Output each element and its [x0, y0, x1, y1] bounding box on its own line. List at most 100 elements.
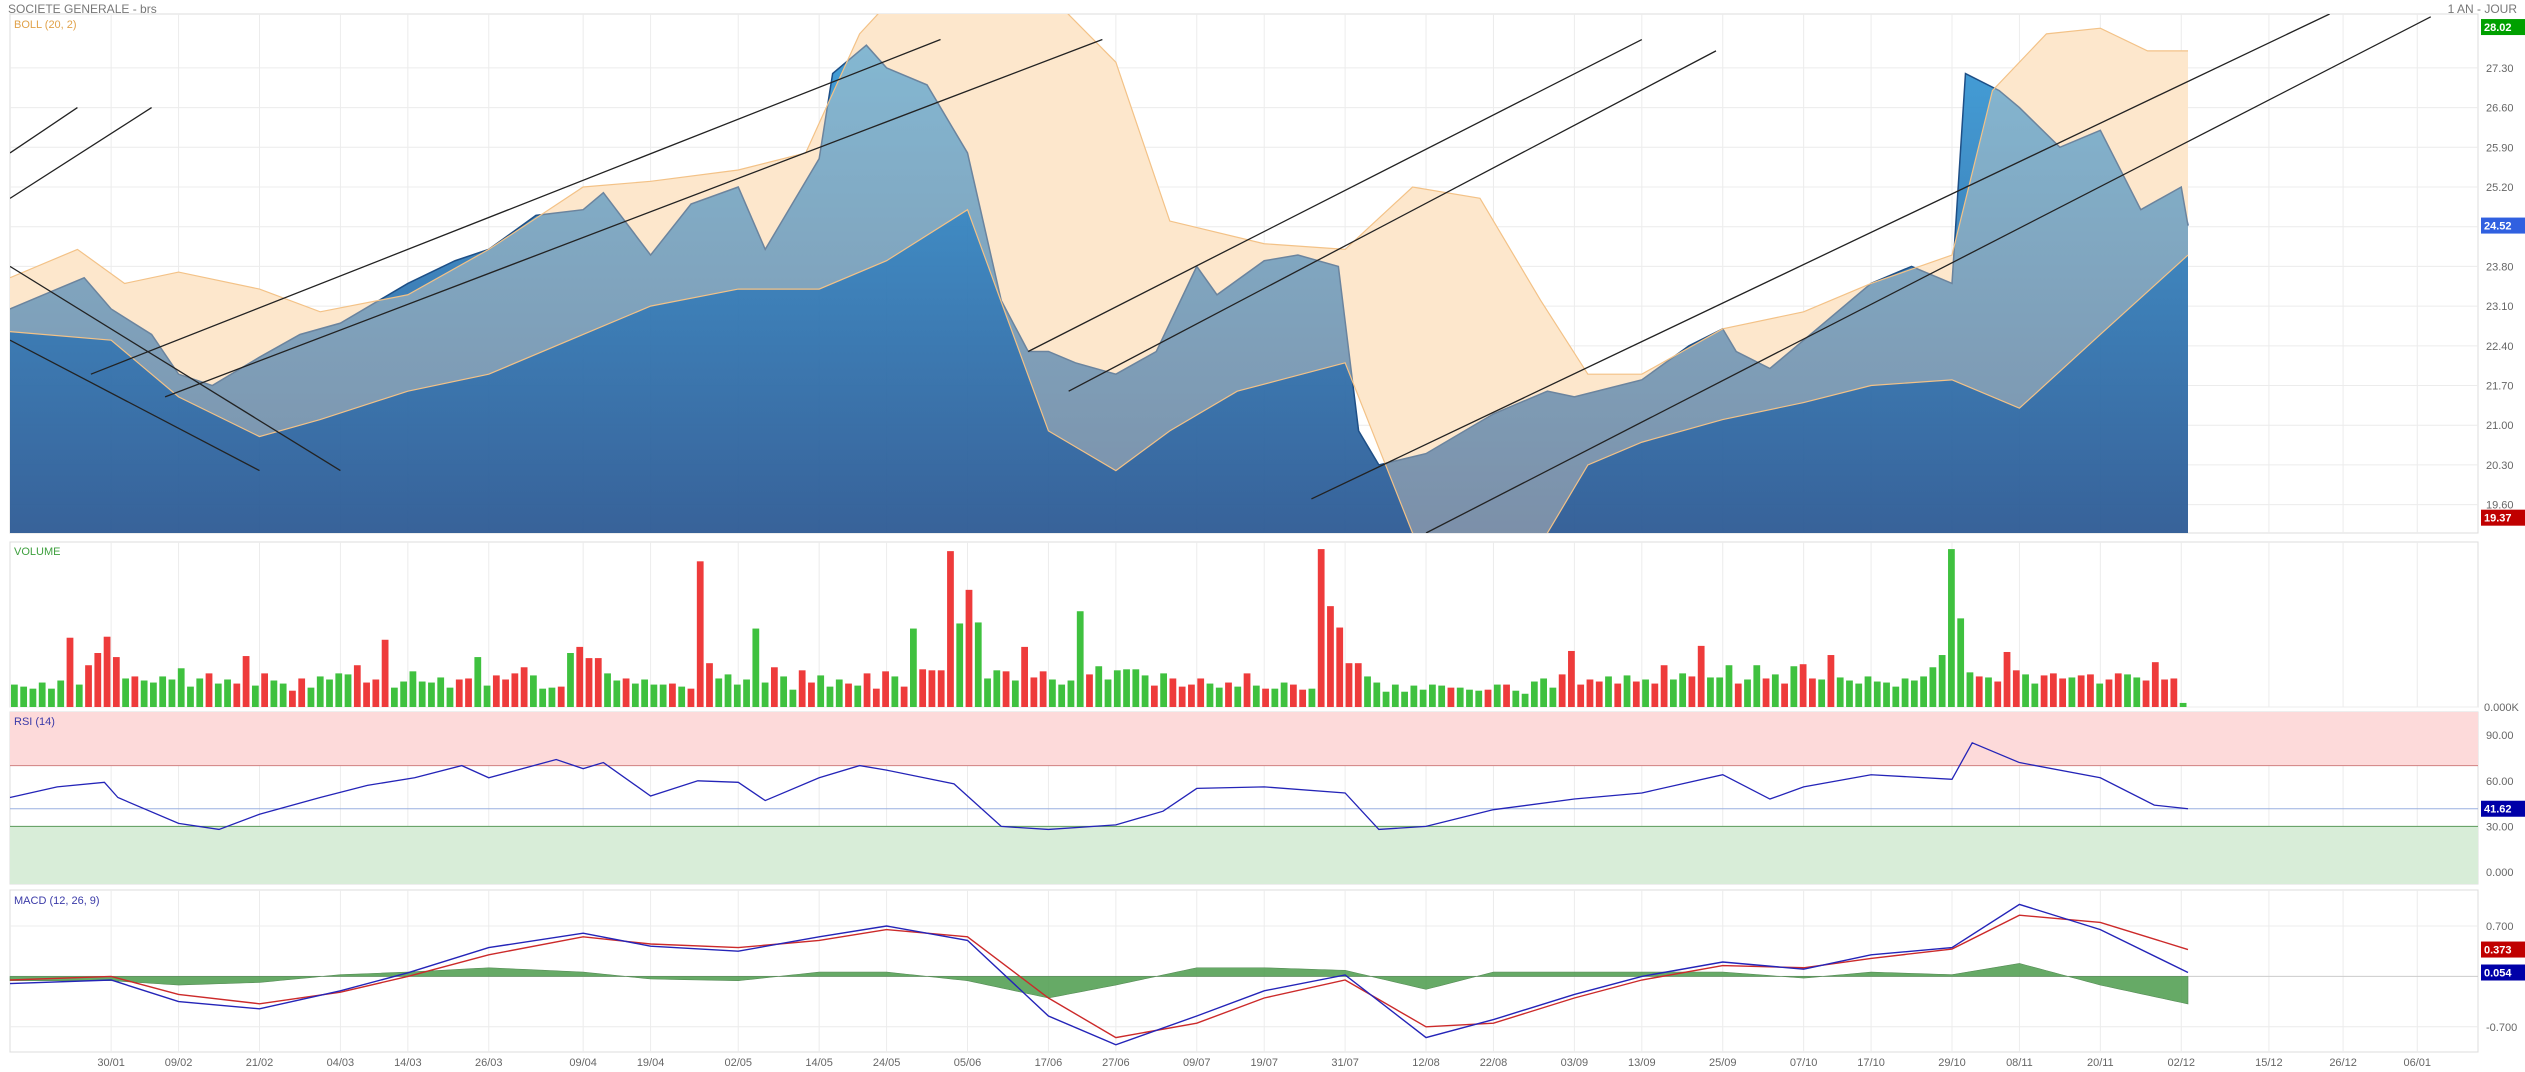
- volume-bar: [316, 676, 324, 707]
- volume-bar: [1280, 682, 1288, 707]
- x-tick-label: 12/08: [1412, 1057, 1440, 1069]
- volume-bar: [150, 682, 157, 707]
- volume-bar: [390, 687, 398, 707]
- x-tick-label: 03/09: [1561, 1057, 1589, 1069]
- volume-bar: [1549, 687, 1557, 707]
- x-tick-label: 20/11: [2087, 1057, 2114, 1069]
- volume-bar: [251, 685, 259, 707]
- volume-bar: [1948, 549, 1955, 707]
- volume-bar: [1558, 674, 1566, 707]
- price-tick-label: 25.20: [2486, 182, 2514, 194]
- bollinger-lower-line: [10, 208, 2189, 533]
- trend-line: [164, 38, 1103, 398]
- volume-bar: [187, 686, 194, 707]
- volume-bar: [548, 687, 556, 707]
- volume-bar: [335, 673, 343, 707]
- volume-bar: [418, 681, 426, 707]
- volume-bar: [94, 653, 102, 707]
- volume-bar: [502, 679, 509, 707]
- x-tick-label: 15/12: [2255, 1057, 2283, 1069]
- volume-bar: [1039, 671, 1047, 707]
- volume-bar: [85, 665, 92, 707]
- panel-frame-m: [9, 889, 2479, 1053]
- rsi-tick-label: 30.00: [2486, 821, 2514, 833]
- volume-bar: [854, 685, 862, 707]
- price-tick-label: 19.60: [2486, 500, 2514, 512]
- volume-bar: [1697, 645, 1705, 707]
- volume-bar: [872, 688, 880, 707]
- volume-bar: [1707, 677, 1714, 707]
- volume-bar: [2096, 683, 2104, 707]
- volume-bar: [2040, 675, 2048, 707]
- volume-bar: [122, 678, 129, 707]
- price-tick-label: 26.60: [2486, 103, 2514, 115]
- volume-bar: [2151, 662, 2159, 707]
- x-tick-label: 14/03: [394, 1057, 422, 1069]
- volume-bar: [1669, 679, 1677, 707]
- volume-bar: [1642, 679, 1649, 707]
- volume-bar: [1530, 681, 1538, 707]
- volume-bar: [919, 669, 927, 707]
- volume-bar: [1215, 687, 1223, 707]
- volume-bar: [1317, 549, 1325, 707]
- volume-bar: [585, 658, 593, 707]
- volume-bar: [1141, 675, 1149, 707]
- x-tick-label: 14/05: [805, 1057, 833, 1069]
- volume-bar: [2003, 651, 2011, 707]
- volume-bar: [1002, 671, 1010, 707]
- volume-bar: [780, 676, 788, 707]
- trend-line: [1311, 14, 2330, 500]
- price-high-badge-bg: [2481, 19, 2525, 36]
- volume-bar: [224, 679, 231, 707]
- volume-bar: [1169, 678, 1177, 707]
- volume-bar: [965, 589, 973, 707]
- volume-bar: [1957, 618, 1965, 707]
- macd-line: [9, 903, 2189, 1046]
- trend-line: [10, 107, 78, 154]
- volume-bar: [520, 667, 528, 707]
- volume-bar: [1836, 677, 1844, 707]
- volume-bar: [1892, 686, 1900, 707]
- volume-bar: [1206, 683, 1214, 707]
- x-tick-label: 08/11: [2006, 1057, 2033, 1069]
- volume-bar: [947, 551, 954, 707]
- rsi-tick-label: 90.00: [2486, 730, 2514, 742]
- bollinger-upper-line: [10, 14, 2188, 375]
- volume-bar: [140, 680, 148, 707]
- volume-bar: [381, 639, 389, 707]
- volume-bar: [1688, 676, 1696, 707]
- volume-bar: [733, 684, 741, 707]
- volume-bar: [483, 685, 491, 707]
- volume-bar: [1762, 678, 1770, 707]
- volume-bar: [372, 679, 380, 707]
- volume-bar: [882, 671, 889, 707]
- x-tick-label: 24/05: [873, 1057, 901, 1069]
- volume-bar: [1410, 685, 1418, 707]
- volume-bar: [511, 673, 519, 707]
- volume-bar: [1391, 684, 1399, 707]
- volume-bar: [696, 561, 704, 707]
- volume-bar: [650, 684, 658, 707]
- volume-bar: [900, 686, 908, 707]
- volume-bar: [1104, 679, 1112, 707]
- rsi-tick-label: 60.00: [2486, 776, 2514, 788]
- price-tick-label: 20.30: [2486, 460, 2514, 472]
- volume-bar: [446, 687, 454, 707]
- volume-bar: [1475, 690, 1483, 707]
- volume-bar: [168, 679, 176, 707]
- trend-line: [90, 38, 941, 375]
- volume-bar: [1725, 665, 1733, 707]
- volume-bar: [1262, 688, 1269, 707]
- macd-tick-label: 0.700: [2486, 921, 2514, 933]
- volume-bar: [1595, 681, 1603, 707]
- volume-bar: [2012, 670, 2020, 707]
- volume-tick-label: 0.000K: [2484, 702, 2520, 714]
- x-tick-label: 27/06: [1102, 1057, 1130, 1069]
- volume-bar: [2105, 679, 2113, 707]
- x-tick-label: 02/05: [724, 1057, 752, 1069]
- volume-bar: [1271, 688, 1279, 707]
- volume-bar: [326, 679, 333, 707]
- x-tick-label: 09/04: [569, 1057, 597, 1069]
- volume-bar: [289, 690, 296, 707]
- x-tick-label: 09/02: [165, 1057, 193, 1069]
